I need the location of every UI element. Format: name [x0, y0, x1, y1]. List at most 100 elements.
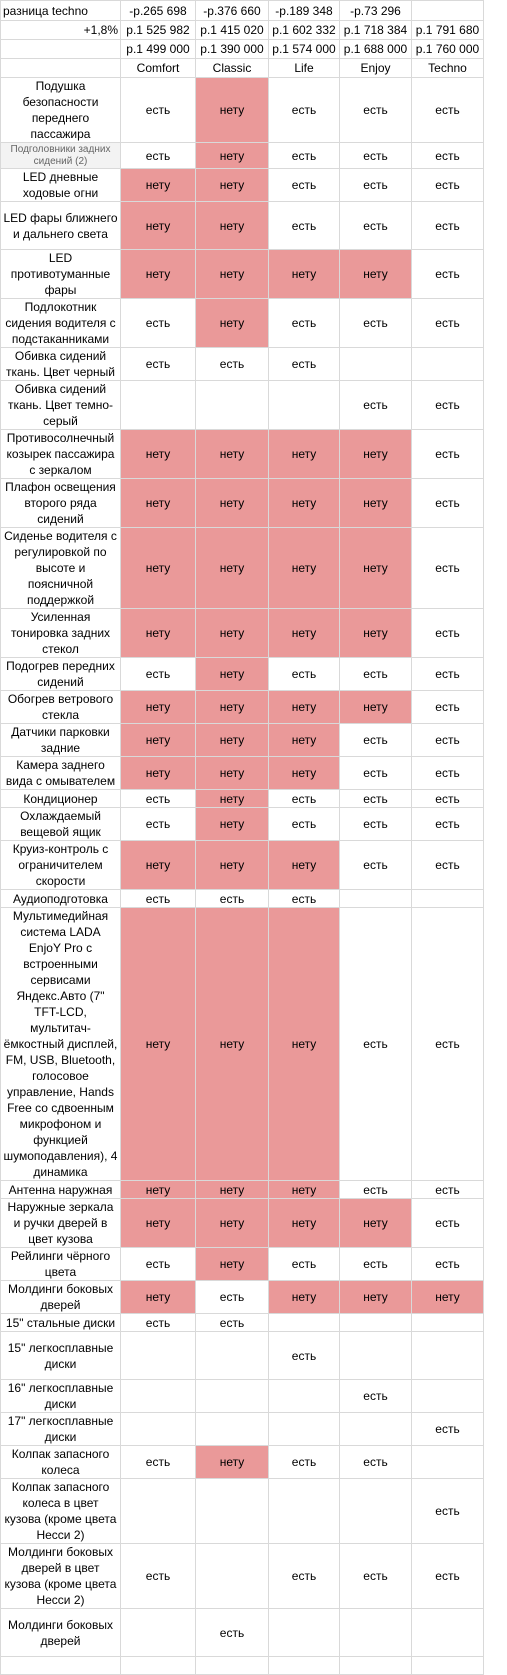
feature-value-cell[interactable]	[195, 1656, 269, 1675]
feature-name[interactable]: LED фары ближнего и дальнего света	[0, 201, 121, 250]
feature-value-cell[interactable]: нету	[195, 690, 269, 724]
feature-value-cell[interactable]: есть	[120, 142, 196, 169]
feature-value-cell[interactable]: есть	[411, 249, 484, 299]
feature-value-cell[interactable]	[411, 889, 484, 908]
feature-value-cell[interactable]: есть	[268, 1445, 340, 1479]
feature-value-cell[interactable]: нету	[268, 429, 340, 479]
feature-value-cell[interactable]	[411, 347, 484, 381]
feature-value-cell[interactable]: нету	[120, 478, 196, 528]
feature-value-cell[interactable]: нету	[268, 840, 340, 890]
feature-value-cell[interactable]: нету	[195, 1198, 269, 1248]
feature-value-cell[interactable]	[268, 1412, 340, 1446]
feature-value-cell[interactable]: нету	[339, 608, 412, 658]
feature-value-cell[interactable]: нету	[268, 756, 340, 790]
diff-cell[interactable]: -р.376 660	[195, 0, 269, 21]
feature-value-cell[interactable]: есть	[411, 478, 484, 528]
price-cell[interactable]: р.1 574 000	[268, 39, 340, 59]
feature-value-cell[interactable]: есть	[120, 889, 196, 908]
feature-value-cell[interactable]: есть	[411, 168, 484, 202]
feature-value-cell[interactable]: есть	[339, 1543, 412, 1609]
feature-value-cell[interactable]: нету	[339, 478, 412, 528]
feature-value-cell[interactable]	[411, 1379, 484, 1413]
feature-value-cell[interactable]	[339, 1608, 412, 1657]
feature-name[interactable]: LED противотуманные фары	[0, 249, 121, 299]
feature-value-cell[interactable]: есть	[339, 1180, 412, 1199]
feature-value-cell[interactable]	[411, 1313, 484, 1332]
feature-value-cell[interactable]: есть	[268, 789, 340, 808]
feature-value-cell[interactable]: есть	[339, 142, 412, 169]
feature-value-cell[interactable]: нету	[120, 1280, 196, 1314]
feature-value-cell[interactable]	[120, 1608, 196, 1657]
feature-value-cell[interactable]: нету	[120, 1198, 196, 1248]
feature-value-cell[interactable]: есть	[268, 77, 340, 143]
feature-value-cell[interactable]: нету	[120, 249, 196, 299]
price-cell[interactable]: р.1 499 000	[120, 39, 196, 59]
feature-value-cell[interactable]: есть	[268, 142, 340, 169]
feature-value-cell[interactable]: нету	[195, 1180, 269, 1199]
feature-value-cell[interactable]: нету	[120, 723, 196, 757]
feature-name[interactable]: 16" легкосплавные диски	[0, 1379, 121, 1413]
feature-value-cell[interactable]	[339, 347, 412, 381]
feature-value-cell[interactable]	[120, 1379, 196, 1413]
feature-value-cell[interactable]: есть	[411, 690, 484, 724]
feature-name[interactable]: Охлаждаемый вещевой ящик	[0, 807, 121, 841]
feature-name[interactable]: Аудиоподготовка	[0, 889, 121, 908]
feature-value-cell[interactable]	[195, 1478, 269, 1544]
feature-value-cell[interactable]: есть	[195, 1608, 269, 1657]
feature-value-cell[interactable]: есть	[411, 1180, 484, 1199]
feature-value-cell[interactable]: нету	[120, 201, 196, 250]
feature-value-cell[interactable]: есть	[120, 807, 196, 841]
feature-name[interactable]: 15" легкосплавные диски	[0, 1331, 121, 1380]
diff-cell[interactable]: -р.265 698	[120, 0, 196, 21]
feature-value-cell[interactable]	[195, 1543, 269, 1609]
feature-value-cell[interactable]: нету	[195, 657, 269, 691]
feature-value-cell[interactable]: есть	[339, 1379, 412, 1413]
feature-value-cell[interactable]: нету	[339, 1280, 412, 1314]
feature-value-cell[interactable]: есть	[339, 201, 412, 250]
feature-value-cell[interactable]: есть	[339, 1247, 412, 1281]
feature-name[interactable]: Кондиционер	[0, 789, 121, 808]
feature-value-cell[interactable]: нету	[120, 756, 196, 790]
feature-value-cell[interactable]: есть	[411, 527, 484, 609]
feature-value-cell[interactable]: есть	[120, 77, 196, 143]
feature-value-cell[interactable]	[268, 1478, 340, 1544]
feature-value-cell[interactable]	[339, 1412, 412, 1446]
feature-value-cell[interactable]: нету	[268, 608, 340, 658]
feature-value-cell[interactable]: нету	[268, 723, 340, 757]
feature-value-cell[interactable]: нету	[195, 298, 269, 348]
feature-name[interactable]: Рейлинги чёрного цвета	[0, 1247, 121, 1281]
feature-value-cell[interactable]: нету	[195, 756, 269, 790]
feature-name[interactable]: Обивка сидений ткань. Цвет черный	[0, 347, 121, 381]
feature-value-cell[interactable]: нету	[195, 527, 269, 609]
diff-cell[interactable]: -р.189 348	[268, 0, 340, 21]
feature-value-cell[interactable]: нету	[268, 1180, 340, 1199]
feature-value-cell[interactable]: есть	[411, 608, 484, 658]
trim-header-comfort[interactable]: Comfort	[120, 58, 196, 78]
feature-value-cell[interactable]: есть	[411, 1198, 484, 1248]
feature-value-cell[interactable]: нету	[120, 429, 196, 479]
feature-value-cell[interactable]	[339, 1656, 412, 1675]
feature-value-cell[interactable]: нету	[268, 478, 340, 528]
feature-value-cell[interactable]: есть	[268, 347, 340, 381]
feature-value-cell[interactable]: есть	[411, 380, 484, 430]
feature-value-cell[interactable]: есть	[411, 723, 484, 757]
feature-value-cell[interactable]	[339, 889, 412, 908]
feature-value-cell[interactable]: есть	[411, 1478, 484, 1544]
feature-name[interactable]: Противосолнечный козырек пассажира с зер…	[0, 429, 121, 479]
feature-value-cell[interactable]	[195, 380, 269, 430]
feature-value-cell[interactable]: есть	[120, 298, 196, 348]
feature-value-cell[interactable]: есть	[120, 347, 196, 381]
price-cell[interactable]: р.1 390 000	[195, 39, 269, 59]
feature-value-cell[interactable]: есть	[411, 1543, 484, 1609]
feature-value-cell[interactable]: нету	[195, 1247, 269, 1281]
feature-value-cell[interactable]: есть	[339, 657, 412, 691]
feature-value-cell[interactable]: нету	[120, 1180, 196, 1199]
feature-value-cell[interactable]: нету	[195, 723, 269, 757]
feature-value-cell[interactable]: есть	[411, 840, 484, 890]
feature-name[interactable]: Колпак запасного колеса	[0, 1445, 121, 1479]
feature-value-cell[interactable]: есть	[411, 657, 484, 691]
feature-value-cell[interactable]	[268, 1313, 340, 1332]
feature-value-cell[interactable]: есть	[195, 1280, 269, 1314]
feature-value-cell[interactable]: есть	[268, 1247, 340, 1281]
feature-value-cell[interactable]	[411, 1445, 484, 1479]
